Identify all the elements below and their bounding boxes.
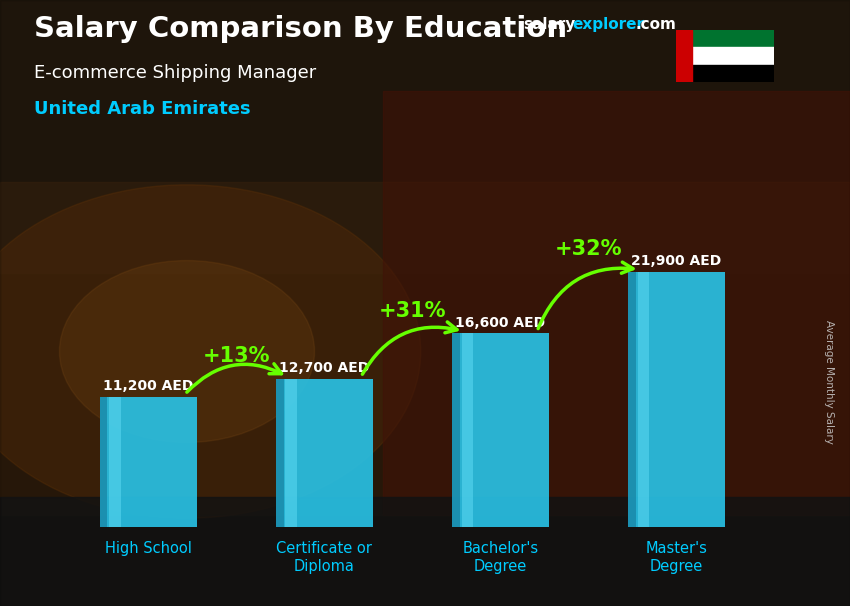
Bar bbox=[628, 271, 725, 527]
Text: Salary Comparison By Education: Salary Comparison By Education bbox=[34, 15, 567, 43]
Text: United Arab Emirates: United Arab Emirates bbox=[34, 100, 251, 118]
Bar bbox=[692, 47, 774, 65]
Bar bbox=[638, 271, 649, 527]
Text: 16,600 AED: 16,600 AED bbox=[456, 316, 546, 330]
Bar bbox=[382, 91, 850, 515]
Text: +13%: +13% bbox=[202, 345, 270, 365]
Text: Average Monthly Salary: Average Monthly Salary bbox=[824, 320, 834, 444]
Bar bbox=[628, 271, 636, 527]
Bar bbox=[286, 379, 298, 527]
Bar bbox=[0, 182, 850, 515]
Bar bbox=[99, 396, 107, 527]
Ellipse shape bbox=[0, 185, 421, 518]
Text: +31%: +31% bbox=[378, 301, 446, 321]
Bar bbox=[452, 333, 549, 527]
Text: E-commerce Shipping Manager: E-commerce Shipping Manager bbox=[34, 64, 316, 82]
Ellipse shape bbox=[60, 261, 314, 442]
Bar bbox=[275, 379, 372, 527]
Bar bbox=[462, 333, 473, 527]
Bar bbox=[0, 0, 850, 273]
Text: .com: .com bbox=[636, 17, 677, 32]
Bar bbox=[692, 65, 774, 82]
Bar bbox=[692, 30, 774, 47]
Bar bbox=[452, 333, 460, 527]
Text: 21,900 AED: 21,900 AED bbox=[632, 254, 722, 268]
Bar bbox=[275, 379, 284, 527]
Text: explorer: explorer bbox=[572, 17, 644, 32]
Text: +32%: +32% bbox=[554, 239, 622, 259]
Bar bbox=[110, 396, 121, 527]
Text: 12,700 AED: 12,700 AED bbox=[279, 362, 370, 376]
Text: salary: salary bbox=[523, 17, 575, 32]
Bar bbox=[676, 30, 692, 82]
Bar bbox=[99, 396, 196, 527]
Bar bbox=[0, 497, 850, 606]
Text: 11,200 AED: 11,200 AED bbox=[103, 379, 193, 393]
